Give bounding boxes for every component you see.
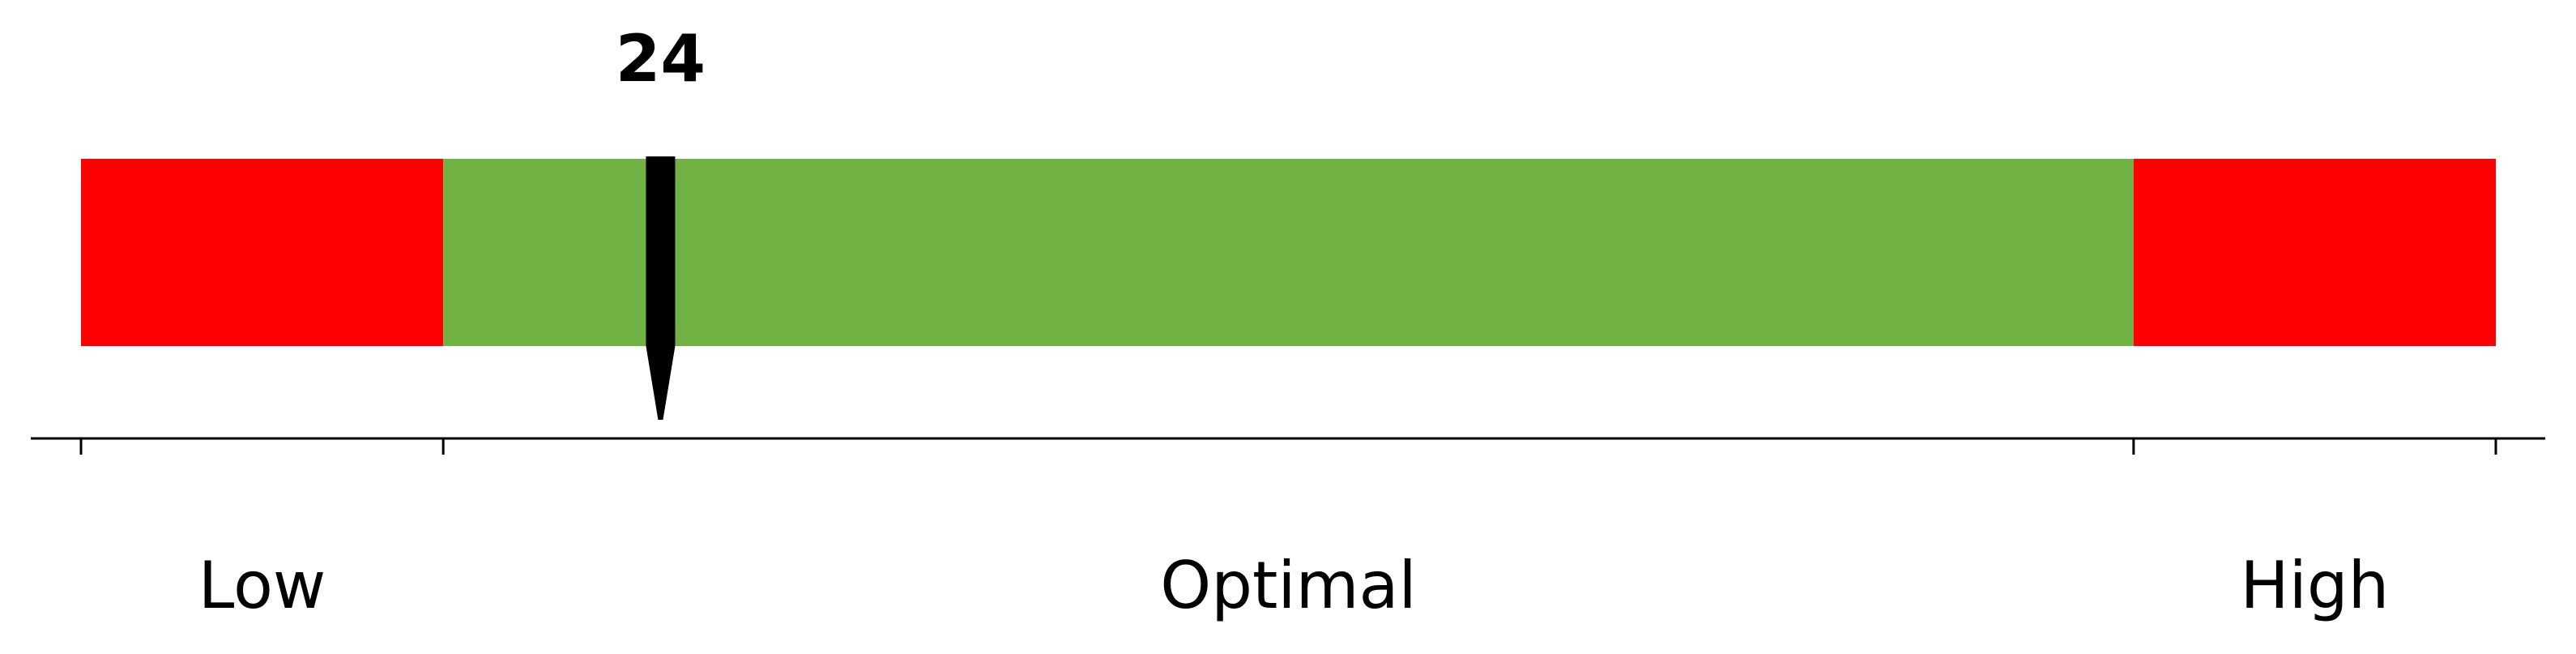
zone-label-low: Low: [198, 548, 326, 623]
marker-layer: [646, 156, 676, 420]
value-label: 24: [616, 21, 706, 96]
labels-layer: Low Optimal High 24: [198, 21, 2390, 623]
value-marker: [646, 156, 676, 420]
zone-bar-high: [2133, 159, 2496, 346]
zones-layer: [81, 159, 2496, 346]
zone-bar-optimal: [443, 159, 2134, 346]
zone-label-optimal: Optimal: [1160, 548, 1417, 623]
zone-label-high: High: [2240, 548, 2389, 623]
zone-bar-low: [81, 159, 444, 346]
axis-layer: [31, 437, 2545, 455]
